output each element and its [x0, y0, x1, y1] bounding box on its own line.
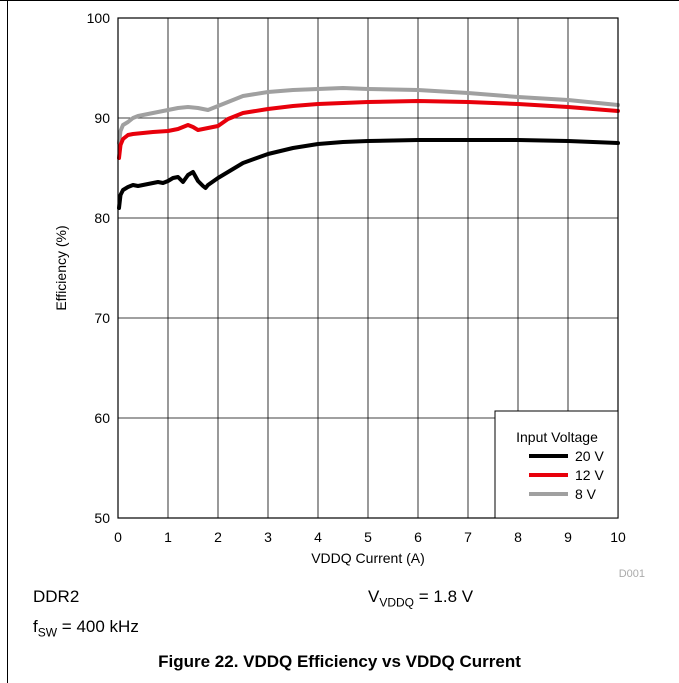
x-tick-label-1: 1 [164, 529, 172, 545]
figure-code: D001 [619, 568, 645, 580]
legend: Input Voltage 20 V 12 V 8 V [494, 410, 619, 519]
x-tick-label-4: 4 [314, 529, 322, 545]
condition-ddr2-text: DDR2 [33, 587, 80, 606]
series-line-12v [117, 99, 620, 160]
y-tick-label-2: 70 [94, 310, 110, 326]
x-axis-label: VDDQ Current (A) [311, 550, 425, 566]
figure-frame-top [0, 0, 679, 1]
x-tick-label-2: 2 [214, 529, 222, 545]
legend-title: Input Voltage [516, 429, 598, 445]
efficiency-chart: 0 1 2 3 4 5 6 7 8 9 10 50 60 70 80 90 100 VDDQ Current … [53, 10, 645, 580]
x-tick-label-8: 8 [514, 529, 522, 545]
condition-vvddq-symbol: V [368, 587, 380, 606]
series-lines [117, 86, 620, 210]
condition-vvddq-value: = 1.8 V [414, 587, 474, 606]
legend-items: 20 V 12 V 8 V [529, 448, 604, 502]
condition-fsw-value: = 400 kHz [57, 617, 139, 636]
x-tick-label-5: 5 [364, 529, 372, 545]
series-line-8v [117, 86, 620, 145]
plot-border [117, 17, 619, 519]
x-tick-label-3: 3 [264, 529, 272, 545]
x-tick-label-9: 9 [564, 529, 572, 545]
y-tick-label-5: 100 [87, 10, 111, 26]
y-tick-label-3: 80 [94, 210, 110, 226]
x-tick-label-6: 6 [414, 529, 422, 545]
x-tick-label-7: 7 [464, 529, 472, 545]
legend-label-8v: 8 V [575, 486, 597, 502]
legend-label-12v: 12 V [575, 467, 604, 483]
x-tick-label-0: 0 [114, 529, 122, 545]
y-tick-labels: 50 60 70 80 90 100 [87, 10, 111, 526]
y-axis-label: Efficiency (%) [53, 225, 69, 310]
figure-frame-left [7, 0, 8, 683]
y-tick-label-1: 60 [94, 410, 110, 426]
y-tick-label-0: 50 [94, 510, 110, 526]
x-tick-label-10: 10 [610, 529, 626, 545]
series-line-20v [117, 138, 620, 210]
condition-ddr2: DDR2 [33, 587, 79, 607]
condition-vvddq-subscript: VDDQ [379, 595, 415, 610]
legend-label-20v: 20 V [575, 448, 604, 464]
x-tick-labels: 0 1 2 3 4 5 6 7 8 9 10 [114, 529, 626, 545]
condition-fsw-subscript: SW [37, 625, 58, 640]
condition-fsw-symbol: f [33, 617, 38, 636]
condition-fsw: fSW = 400 kHz [33, 617, 139, 639]
condition-vvddq: VVDDQ = 1.8 V [368, 587, 473, 609]
legend-box [494, 410, 619, 519]
figure-caption: Figure 22. VDDQ Efficiency vs VDDQ Curre… [158, 652, 521, 671]
y-tick-label-4: 90 [94, 110, 110, 126]
